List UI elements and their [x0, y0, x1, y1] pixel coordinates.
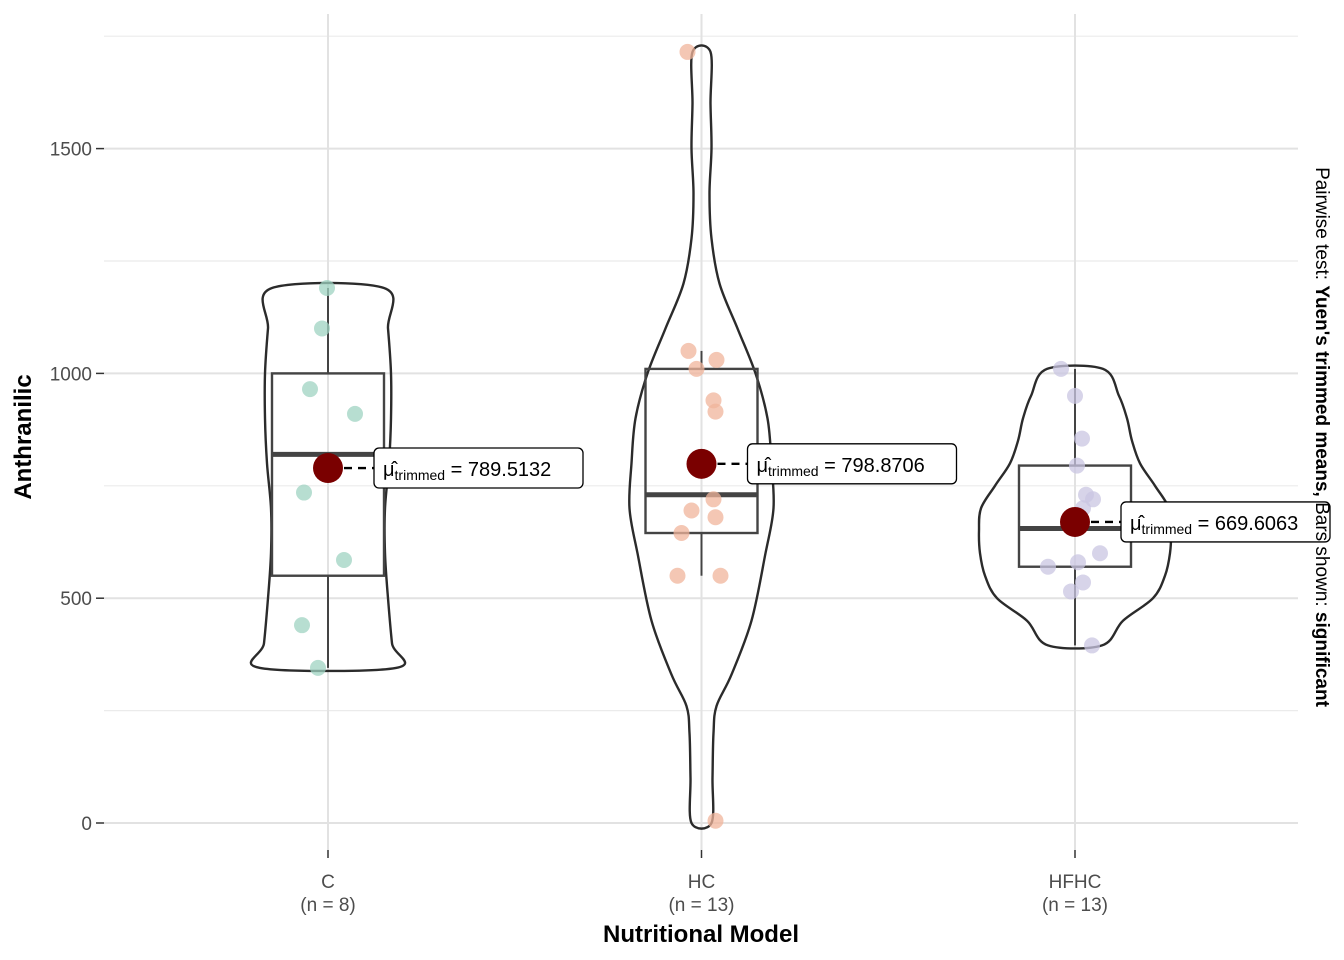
trimmed-mean-point — [1060, 506, 1090, 537]
data-point — [302, 381, 318, 398]
data-point — [683, 502, 700, 519]
data-points — [294, 43, 1108, 829]
y-tick-label: 500 — [60, 589, 92, 610]
data-point — [712, 567, 729, 584]
data-point — [296, 484, 312, 501]
mean-labels: μ̂trimmed = 789.5132 μ̂trimmed = 798.8706… — [373, 443, 1331, 543]
mean-label: μ̂trimmed = 789.5132 — [383, 459, 551, 483]
data-point — [1069, 457, 1085, 474]
data-point — [310, 659, 326, 676]
x-tick-label: HFHC — [1049, 872, 1102, 893]
data-point — [707, 403, 724, 420]
data-point — [1040, 558, 1056, 575]
mean-label-box — [1120, 501, 1331, 543]
y-axis-title: Anthranilic — [10, 374, 37, 499]
data-point — [294, 617, 310, 634]
data-point — [707, 509, 724, 526]
x-axis-title: Nutritional Model — [603, 921, 799, 948]
data-point — [1074, 430, 1090, 447]
data-point — [347, 405, 363, 422]
data-point — [680, 342, 697, 359]
data-point — [1053, 360, 1069, 377]
data-point — [1092, 545, 1108, 562]
mean-label-box — [373, 447, 584, 489]
data-point — [1084, 637, 1100, 654]
data-point — [1067, 387, 1083, 404]
mean-label: μ̂trimmed = 798.8706 — [757, 455, 925, 479]
data-point — [336, 551, 352, 568]
data-point — [673, 525, 690, 542]
data-point — [1063, 583, 1079, 600]
x-tick-label: C — [321, 872, 335, 893]
x-axis: C(n = 8)HC(n = 13)HFHC(n = 13) — [300, 850, 1108, 916]
x-tick-label: HC — [688, 872, 715, 893]
data-point — [669, 567, 686, 584]
data-point — [688, 360, 705, 377]
y-tick-label: 0 — [81, 814, 92, 835]
data-point — [314, 320, 330, 337]
x-tick-count: (n = 13) — [668, 895, 734, 916]
y-tick-label: 1000 — [50, 364, 92, 385]
data-point — [319, 279, 335, 296]
mean-markers — [313, 448, 1121, 537]
grid-lines — [104, 14, 1298, 850]
trimmed-mean-point — [686, 448, 717, 479]
y-axis: 0 500 1000 1500 — [50, 140, 104, 835]
trimmed-mean-point — [313, 453, 343, 484]
y-tick-label: 1500 — [50, 140, 92, 161]
data-point — [707, 812, 724, 829]
x-tick-count: (n = 8) — [300, 895, 355, 916]
data-point — [679, 43, 696, 60]
mean-label: μ̂trimmed = 669.6063 — [1130, 513, 1298, 537]
violin-hfhc — [977, 364, 1173, 650]
x-tick-count: (n = 13) — [1042, 895, 1108, 916]
chart-subtitle: Pairwise test: Yuen's trimmed means, Bar… — [1311, 167, 1332, 708]
data-point — [1070, 554, 1086, 571]
data-point — [1075, 574, 1091, 591]
mean-label-box — [746, 443, 958, 485]
data-point — [708, 351, 725, 368]
data-point — [705, 491, 722, 508]
